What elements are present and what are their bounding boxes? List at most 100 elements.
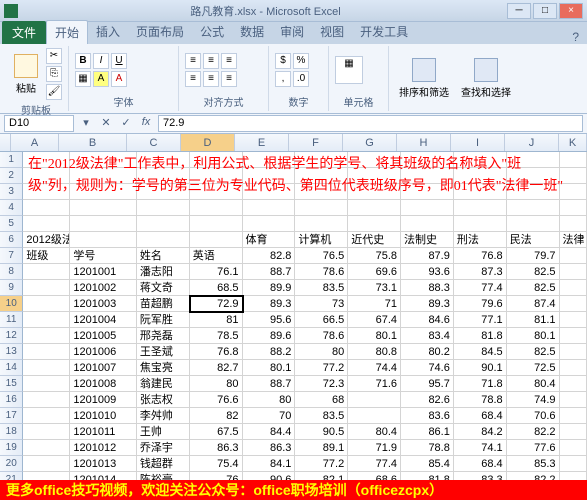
col-header-H[interactable]: H (397, 134, 451, 151)
cell[interactable]: 78.5 (190, 328, 243, 344)
cell[interactable] (348, 184, 401, 200)
cell[interactable] (70, 168, 136, 184)
cell[interactable] (137, 200, 190, 216)
format-cells-button[interactable]: ▦ (335, 56, 363, 84)
percent-button[interactable]: % (293, 53, 309, 69)
row-header[interactable]: 13 (0, 344, 23, 360)
row-header[interactable]: 14 (0, 360, 23, 376)
cell[interactable]: 83.6 (401, 408, 454, 424)
cell[interactable]: 89.3 (401, 296, 454, 312)
cell[interactable]: 1201003 (70, 296, 136, 312)
tab-0[interactable]: 开始 (46, 20, 88, 44)
cell[interactable] (137, 232, 190, 248)
cell[interactable] (23, 360, 70, 376)
cell[interactable]: 70.6 (507, 408, 560, 424)
cell[interactable] (137, 168, 190, 184)
cell[interactable]: 1201013 (70, 456, 136, 472)
align-right-button[interactable]: ≡ (221, 71, 237, 87)
cell[interactable]: 学号 (70, 248, 136, 264)
cell[interactable] (137, 184, 190, 200)
cell[interactable]: 85.3 (507, 456, 560, 472)
cell[interactable] (70, 216, 136, 232)
cell[interactable] (401, 184, 454, 200)
cell[interactable]: 83.5 (295, 280, 348, 296)
cell[interactable] (507, 184, 560, 200)
cell[interactable]: 68.4 (454, 456, 507, 472)
cell[interactable]: 84.4 (243, 424, 296, 440)
cell[interactable]: 82.5 (507, 264, 560, 280)
cell[interactable] (560, 184, 587, 200)
cell[interactable]: 80.1 (243, 360, 296, 376)
cell[interactable] (190, 232, 243, 248)
tab-6[interactable]: 视图 (312, 20, 352, 44)
cell[interactable] (23, 328, 70, 344)
comma-button[interactable]: , (275, 71, 291, 87)
cell[interactable] (190, 168, 243, 184)
tab-5[interactable]: 审阅 (272, 20, 312, 44)
cell[interactable]: 89.1 (295, 440, 348, 456)
cell[interactable]: 95.7 (401, 376, 454, 392)
cell[interactable]: 翁建民 (137, 376, 190, 392)
cell[interactable]: 80 (190, 376, 243, 392)
align-left-button[interactable]: ≡ (185, 71, 201, 87)
cell[interactable]: 80.1 (348, 328, 401, 344)
cell[interactable]: 73 (295, 296, 348, 312)
cell[interactable] (560, 360, 587, 376)
cell[interactable] (560, 200, 587, 216)
decimal-button[interactable]: .0 (293, 71, 309, 87)
cell[interactable]: 88.7 (243, 376, 296, 392)
cell[interactable]: 68.4 (454, 408, 507, 424)
cell[interactable]: 90.5 (295, 424, 348, 440)
cell[interactable] (23, 408, 70, 424)
border-button[interactable]: ▦ (75, 71, 91, 87)
cell[interactable]: 蒋文奇 (137, 280, 190, 296)
cell[interactable]: 79.6 (454, 296, 507, 312)
cell[interactable] (507, 152, 560, 168)
cell[interactable] (454, 216, 507, 232)
cell[interactable] (560, 344, 587, 360)
cell[interactable] (23, 216, 70, 232)
cell[interactable] (560, 392, 587, 408)
cell[interactable] (243, 152, 296, 168)
cell[interactable]: 1201008 (70, 376, 136, 392)
cell[interactable] (454, 168, 507, 184)
cell[interactable]: 体育 (243, 232, 296, 248)
cell[interactable] (560, 264, 587, 280)
row-header[interactable]: 20 (0, 456, 23, 472)
cell[interactable] (23, 344, 70, 360)
col-header-J[interactable]: J (505, 134, 559, 151)
cell[interactable]: 法律 (560, 232, 587, 248)
cell[interactable]: 66.5 (295, 312, 348, 328)
col-header-D[interactable]: D (181, 134, 235, 151)
cell[interactable]: 71.9 (348, 440, 401, 456)
select-all-corner[interactable] (0, 134, 11, 151)
cell[interactable] (560, 456, 587, 472)
cell[interactable]: 78.6 (295, 328, 348, 344)
cell[interactable]: 89.3 (243, 296, 296, 312)
cell[interactable]: 77.4 (348, 456, 401, 472)
cell[interactable] (454, 184, 507, 200)
cell[interactable]: 84.6 (401, 312, 454, 328)
cell[interactable]: 72.9 (190, 296, 243, 312)
cell[interactable] (23, 376, 70, 392)
col-header-F[interactable]: F (289, 134, 343, 151)
cell[interactable]: 74.9 (507, 392, 560, 408)
cell[interactable] (23, 296, 70, 312)
cell[interactable] (348, 392, 401, 408)
cell[interactable]: 2012级法律专业学生期末成绩分析表 (23, 232, 70, 248)
cell[interactable] (401, 152, 454, 168)
cell[interactable] (70, 200, 136, 216)
cell[interactable]: 93.6 (401, 264, 454, 280)
cell[interactable] (23, 424, 70, 440)
cell[interactable]: 苗超鹏 (137, 296, 190, 312)
cell[interactable]: 71.8 (454, 376, 507, 392)
find-select-button[interactable]: 查找和选择 (457, 56, 515, 101)
cell[interactable]: 计算机 (295, 232, 348, 248)
cell[interactable] (23, 280, 70, 296)
cell[interactable]: 95.6 (243, 312, 296, 328)
cell[interactable]: 69.6 (348, 264, 401, 280)
cell[interactable]: 82.7 (190, 360, 243, 376)
cell[interactable] (23, 440, 70, 456)
row-header[interactable]: 16 (0, 392, 23, 408)
cell[interactable]: 76.1 (190, 264, 243, 280)
